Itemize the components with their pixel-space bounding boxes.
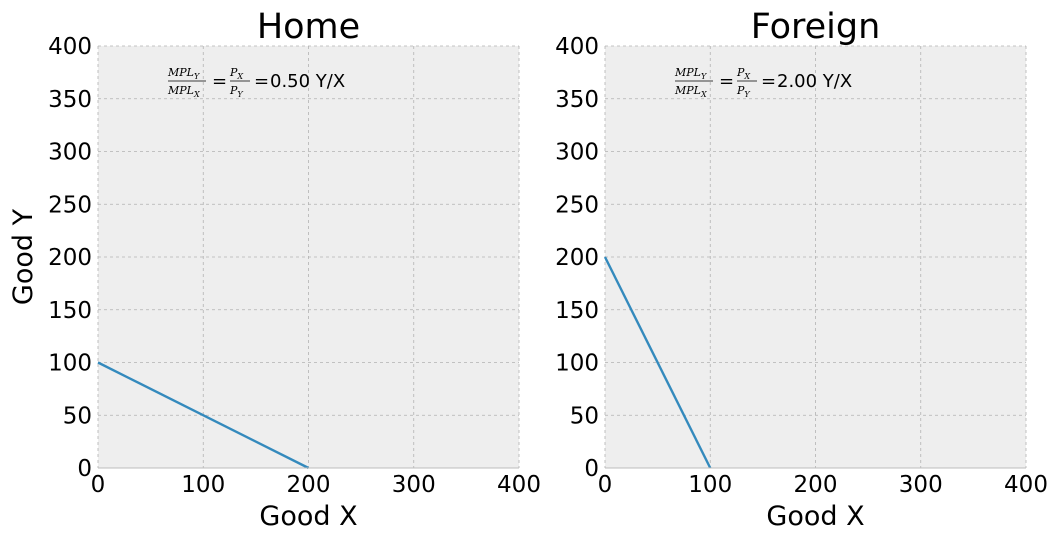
equals-sign: = — [212, 71, 227, 92]
equals-sign: = — [761, 71, 776, 92]
equals-sign: = — [719, 71, 734, 92]
y-tick-label: 350 — [555, 87, 599, 113]
y-tick-label: 100 — [555, 351, 599, 377]
x-tick-label: 300 — [899, 472, 943, 498]
y-tick-label: 300 — [48, 140, 92, 166]
y-tick-label: 250 — [48, 192, 92, 218]
y-tick-label: 0 — [77, 456, 92, 482]
y-tick-label: 200 — [555, 245, 599, 271]
fraction-numerator: MPLY — [674, 66, 707, 81]
x-tick-label: 200 — [287, 472, 331, 498]
equals-sign: = — [254, 71, 269, 92]
y-tick-label: 150 — [48, 298, 92, 324]
fraction-numerator: PX — [736, 66, 750, 81]
y-tick-label: 250 — [555, 192, 599, 218]
chart-title: Foreign — [751, 7, 881, 47]
x-tick-label: 200 — [794, 472, 838, 498]
x-tick-label: 0 — [91, 472, 106, 498]
chart-panel-2: 0 100 200 300 400 0 50 100 150 200 250 300 350 400 For… — [555, 7, 1048, 532]
y-tick-label: 350 — [48, 87, 92, 113]
y-tick-label: 200 — [48, 245, 92, 271]
series-line — [603, 256, 712, 469]
x-tick-label: 400 — [1004, 472, 1048, 498]
y-tick-label: 400 — [555, 34, 599, 60]
fraction-denominator: MPLX — [167, 84, 200, 99]
fraction-numerator: PX — [229, 66, 243, 81]
y-tick-label: 150 — [555, 298, 599, 324]
x-tick-label: 100 — [181, 472, 225, 498]
annotation-value: 2.00 Y/X — [777, 71, 852, 92]
fraction-numerator: MPLY — [167, 66, 200, 81]
annotation-value: 0.50 Y/X — [270, 71, 345, 92]
y-tick-label: 400 — [48, 34, 92, 60]
fraction-denominator: PY — [736, 84, 750, 99]
series-line — [97, 361, 310, 470]
x-tick-label: 400 — [497, 472, 541, 498]
chart-panel-1: 0 100 200 300 400 0 50 100 150 200 250 300 350 400 Hom… — [8, 7, 541, 532]
y-tick-label: 300 — [555, 140, 599, 166]
y-tick-label: 50 — [63, 403, 92, 429]
x-tick-label: 0 — [598, 472, 613, 498]
y-axis-label: Good Y — [8, 208, 39, 305]
fraction-denominator: PY — [229, 84, 243, 99]
x-tick-label: 300 — [392, 472, 436, 498]
chart-title: Home — [257, 7, 360, 47]
y-tick-label: 0 — [584, 456, 599, 482]
y-tick-label: 100 — [48, 351, 92, 377]
x-axis-label: Good X — [259, 501, 357, 532]
x-tick-label: 100 — [688, 472, 732, 498]
x-axis-label: Good X — [766, 501, 864, 532]
y-tick-label: 50 — [570, 403, 599, 429]
fraction-denominator: MPLX — [674, 84, 707, 99]
